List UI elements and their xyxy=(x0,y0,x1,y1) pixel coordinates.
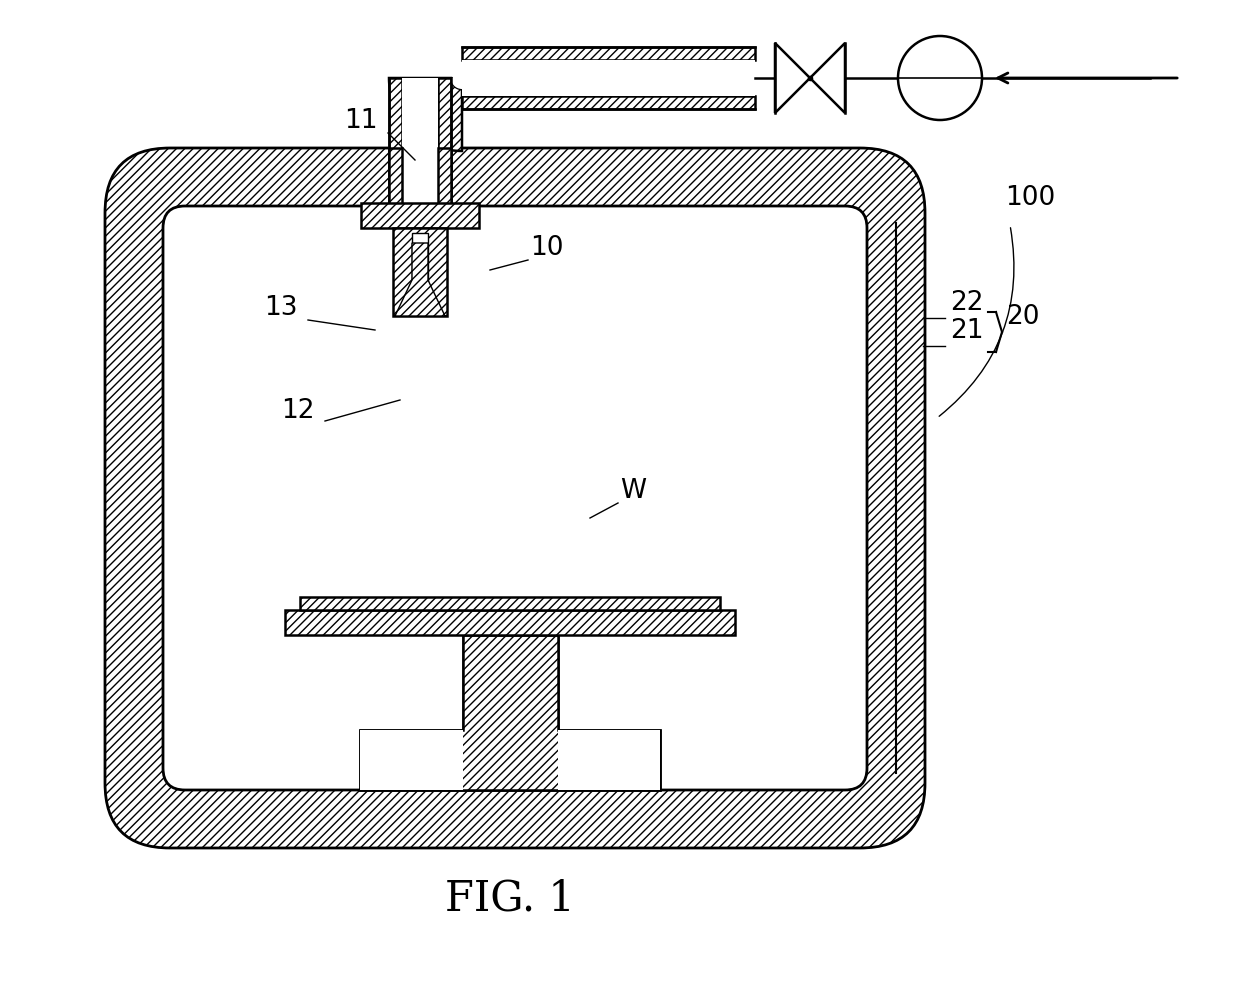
Bar xyxy=(463,60,755,96)
FancyBboxPatch shape xyxy=(162,206,867,790)
Bar xyxy=(389,78,402,208)
Circle shape xyxy=(898,36,982,120)
Bar xyxy=(388,143,453,216)
Text: W: W xyxy=(620,478,646,504)
Bar xyxy=(463,96,755,109)
Bar xyxy=(360,730,660,790)
Text: 11: 11 xyxy=(345,108,378,134)
FancyBboxPatch shape xyxy=(105,148,925,848)
Polygon shape xyxy=(360,635,660,790)
Bar xyxy=(285,610,735,635)
Bar xyxy=(393,228,446,316)
Bar xyxy=(558,730,660,790)
Text: 12: 12 xyxy=(281,398,315,424)
Text: 20: 20 xyxy=(1006,304,1039,330)
Text: 100: 100 xyxy=(1004,185,1055,211)
Text: FIG. 1: FIG. 1 xyxy=(445,877,575,919)
Text: 21: 21 xyxy=(950,318,983,344)
Bar xyxy=(463,635,558,730)
Bar xyxy=(438,148,451,211)
Polygon shape xyxy=(389,78,463,151)
Bar xyxy=(438,78,451,208)
Bar xyxy=(361,203,479,228)
Text: 13: 13 xyxy=(264,295,298,321)
Bar xyxy=(463,47,755,60)
Bar xyxy=(389,148,402,211)
Polygon shape xyxy=(775,43,810,113)
Bar xyxy=(412,233,428,306)
Polygon shape xyxy=(393,243,446,316)
Polygon shape xyxy=(810,43,844,113)
Text: 10: 10 xyxy=(529,235,563,261)
Text: 22: 22 xyxy=(950,290,983,316)
Wedge shape xyxy=(451,78,463,89)
Bar xyxy=(402,78,438,208)
Bar xyxy=(360,730,463,790)
Bar xyxy=(300,597,720,610)
